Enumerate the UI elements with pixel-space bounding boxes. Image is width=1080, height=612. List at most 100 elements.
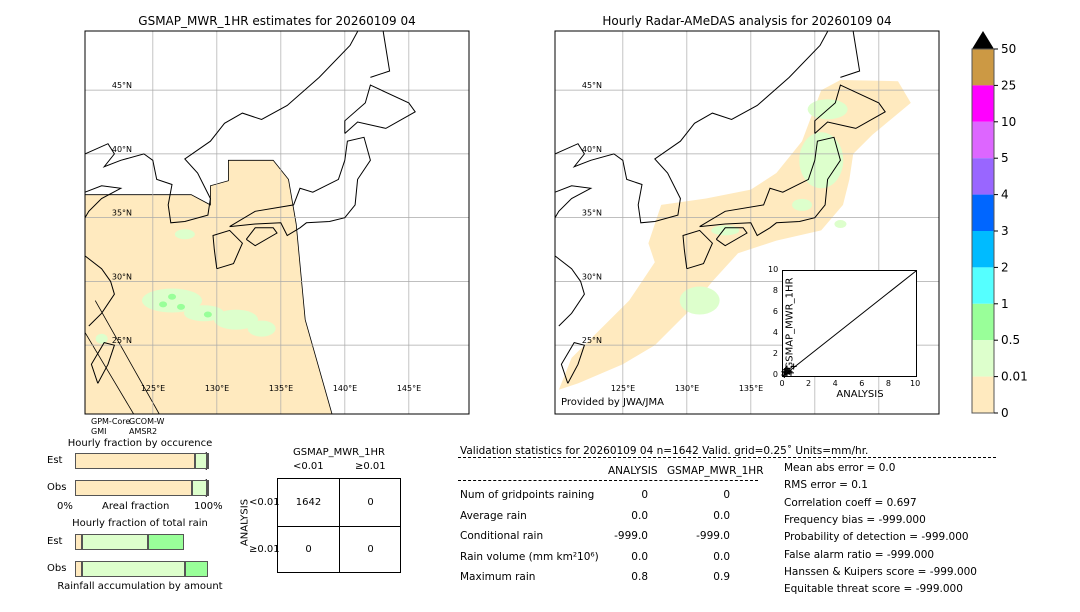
occurrence-xlabel: Areal fraction [102, 501, 170, 512]
right-map: 45°N 40°N 35°N 30°N 25°N 125°E 130°E 135°E [554, 30, 940, 415]
scatter-y-tick: 4 [772, 328, 778, 337]
colorbar-swatch [972, 267, 994, 304]
score-line: Equitable threat score = -999.000 [784, 583, 963, 596]
stats-row-label: Num of gridpoints raining [460, 489, 595, 501]
colorbar: 50 25 10 5 4 3 2 1 0.5 0.01 0 [971, 31, 1028, 420]
stats-header: Validation statistics for 20260109 04 n=… [460, 445, 869, 457]
scatter-y-tick: 0 [772, 370, 778, 379]
sensor-label: GCOM-W [129, 417, 165, 426]
rain-area [711, 225, 740, 236]
colorbar-tick-label: 50 [1001, 42, 1016, 56]
score-line: RMS error = 0.1 [784, 479, 868, 492]
credit-text: Provided by JWA/JMA [561, 397, 664, 408]
coastline [212, 229, 243, 270]
colorbar-swatch [972, 231, 994, 268]
coastline [682, 229, 713, 270]
lat-label: 45°N [582, 81, 602, 90]
coastline [344, 84, 416, 134]
bar-segment [194, 453, 207, 469]
lon-label: 140°E [333, 384, 357, 393]
scatter-point [787, 369, 794, 376]
rain-area [174, 229, 195, 240]
score-line: Probability of detection = -999.000 [784, 531, 969, 544]
coastline [840, 31, 861, 78]
bar-segment [75, 561, 82, 577]
colorbar-swatch [972, 194, 994, 231]
coastline [699, 136, 841, 237]
total-rain-xlabel: Rainfall accumulation by amount [57, 581, 223, 592]
stats-row-label: Conditional rain [460, 530, 544, 542]
scatter-x-tick: 6 [859, 379, 865, 388]
lat-label: 40°N [582, 145, 602, 154]
coastline [229, 136, 371, 237]
lon-label: 130°E [205, 384, 229, 393]
lat-label: 35°N [582, 209, 602, 218]
sensor-label: GMI [91, 427, 107, 436]
rain-area [203, 311, 212, 318]
colorbar-tick-label: 0 [1001, 406, 1009, 420]
stats-gsmap-value: 0 [723, 489, 730, 501]
one-to-one-line [782, 270, 917, 377]
coastline [554, 185, 593, 218]
rain-area [184, 305, 225, 322]
colorbar-tick-label: 3 [1001, 224, 1009, 238]
stats-gsmap-value: 0.0 [713, 550, 730, 563]
colorbar-tick-label: 2 [1001, 260, 1009, 274]
rain-area [214, 309, 259, 330]
stats-analysis-value: 0 [641, 489, 648, 501]
lat-label: 30°N [582, 272, 602, 281]
stats-analysis-value: -999.0 [614, 530, 648, 542]
bar-segment [75, 453, 195, 469]
sensor-label: AMSR2 [129, 427, 158, 436]
coastline [560, 342, 586, 384]
scatter-x-tick: 4 [832, 379, 838, 388]
colorbar-swatch [972, 49, 994, 86]
coastline [814, 84, 886, 134]
colorbar-tick-label: 0.5 [1001, 333, 1020, 347]
rain-area [834, 220, 847, 229]
scatter-point [786, 368, 793, 375]
row-header: <0.01 [249, 497, 280, 508]
colorbar-tick-label: 1 [1001, 297, 1009, 311]
score-line: Correlation coeff = 0.697 [784, 496, 917, 509]
coastline [84, 255, 115, 327]
lat-label: 25°N [582, 336, 602, 345]
score-line: Hanssen & Kuipers score = -999.000 [784, 565, 977, 578]
stats-row-label: Maximum rain [460, 571, 536, 583]
stats-row-label: Average rain [460, 509, 527, 522]
scatter-point [783, 365, 790, 372]
colorbar-tick-label: 5 [1001, 151, 1009, 165]
rain-area [95, 333, 108, 344]
col-header: ≥0.01 [355, 461, 386, 472]
scatter-ylabel: GSMAP_MWR_1HR [784, 277, 796, 370]
bar-segment [75, 480, 193, 496]
colorbar-swatch [972, 158, 994, 195]
colorbar-tick-label: 0.01 [1001, 370, 1028, 384]
sensor-1: GPM-Core GMI [91, 417, 130, 437]
total-rain-title: Hourly fraction of total rain [72, 518, 208, 529]
bar-segment [81, 561, 186, 577]
bar-segment [75, 534, 82, 550]
satellite-swath [84, 159, 333, 415]
coastline [84, 31, 359, 224]
scatter-x-tick: 2 [806, 379, 812, 388]
lat-label: 25°N [112, 336, 132, 345]
rain-area [679, 286, 720, 315]
coastline [84, 185, 123, 218]
coastline [554, 31, 829, 224]
sensor-2: GCOM-W AMSR2 [129, 417, 164, 437]
fraction-bar [74, 533, 207, 551]
lon-label: 125°E [611, 384, 635, 393]
stats-col-gsmap: GSMAP_MWR_1HR [667, 465, 764, 477]
left-map: 45°N 40°N 35°N 30°N 25°N 125°E 130°E 135°E 140°E… [84, 30, 470, 415]
rain-area [792, 198, 813, 211]
stats-gsmap-value: -999.0 [696, 530, 730, 542]
lon-label: 130°E [675, 384, 699, 393]
coastline [245, 227, 278, 247]
lon-label: 145°E [397, 384, 421, 393]
row-header: ≥0.01 [249, 544, 280, 555]
rain-area [177, 303, 185, 310]
scatter-x-tick: 8 [885, 379, 891, 388]
colorbar-swatch [972, 121, 994, 159]
stats-analysis-value: 0.0 [631, 550, 648, 563]
